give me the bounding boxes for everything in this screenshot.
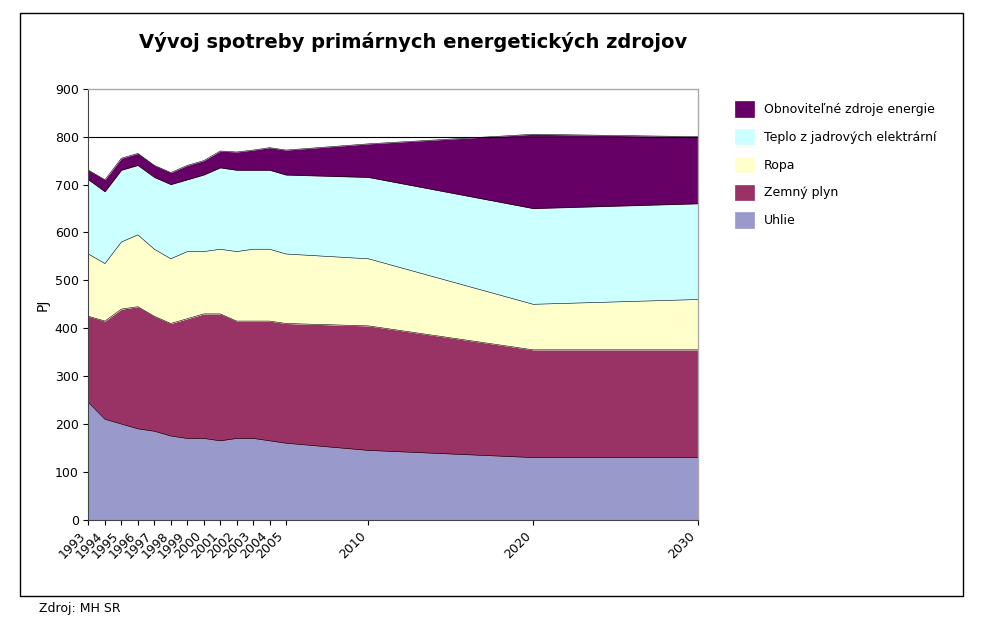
- Y-axis label: PJ: PJ: [35, 298, 49, 311]
- Text: Zdroj: MH SR: Zdroj: MH SR: [39, 602, 121, 615]
- Legend: Obnoviteľné zdroje energie, Teplo z jadrových elektrární, Ropa, Zemný plyn, Uhli: Obnoviteľné zdroje energie, Teplo z jadr…: [728, 95, 943, 234]
- Text: Vývoj spotreby primárnych energetických zdrojov: Vývoj spotreby primárnych energetických …: [139, 32, 687, 52]
